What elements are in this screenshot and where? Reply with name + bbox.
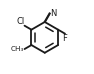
Text: Cl: Cl <box>16 17 25 26</box>
Text: F: F <box>63 34 67 43</box>
Text: N: N <box>50 9 57 18</box>
Text: CH₃: CH₃ <box>11 46 24 52</box>
